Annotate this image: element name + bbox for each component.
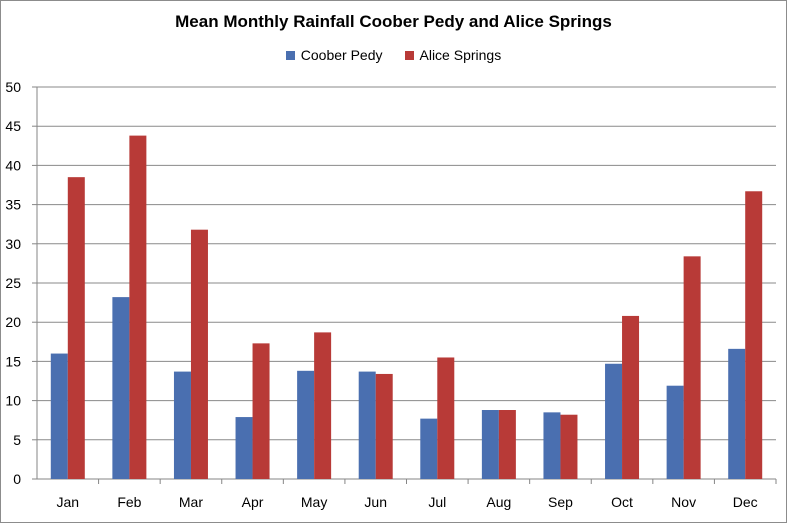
bar-coober-pedy-oct [605, 363, 623, 479]
bar-alice-springs-may [314, 332, 332, 479]
bar-coober-pedy-jan [50, 353, 68, 479]
bar-alice-springs-aug [498, 410, 516, 479]
x-tick-label-mar: Mar [179, 494, 203, 510]
y-tick-label-50: 50 [5, 79, 21, 95]
legend-swatch-alice-springs [404, 50, 414, 60]
y-tick-label-45: 45 [5, 118, 21, 134]
legend-label-coober-pedy: Coober Pedy [300, 47, 383, 63]
bar-coober-pedy-mar [173, 371, 191, 479]
bar-coober-pedy-sep [543, 412, 561, 479]
x-tick-label-nov: Nov [671, 494, 696, 510]
y-tick-label-25: 25 [5, 275, 21, 291]
bar-alice-springs-nov [683, 256, 701, 479]
x-tick-label-jul: Jul [428, 494, 446, 510]
bar-alice-springs-sep [560, 414, 578, 479]
bar-coober-pedy-jun [358, 371, 376, 479]
x-tick-label-aug: Aug [486, 494, 511, 510]
x-tick-label-oct: Oct [611, 494, 633, 510]
x-tick-label-may: May [301, 494, 327, 510]
y-tick-label-15: 15 [5, 353, 21, 369]
bar-alice-springs-feb [129, 135, 147, 479]
x-tick-label-apr: Apr [242, 494, 264, 510]
bar-alice-springs-jan [67, 177, 85, 479]
x-tick-label-feb: Feb [117, 494, 141, 510]
bar-alice-springs-jun [375, 373, 393, 479]
x-tick-label-sep: Sep [548, 494, 573, 510]
y-tick-label-40: 40 [5, 157, 21, 173]
legend-swatch-coober-pedy [285, 50, 295, 60]
x-tick-label-dec: Dec [733, 494, 758, 510]
bar-alice-springs-jul [437, 357, 455, 479]
bar-coober-pedy-dec [728, 348, 746, 479]
y-tick-label-35: 35 [5, 197, 21, 213]
bar-coober-pedy-jul [420, 418, 438, 479]
legend-item-coober-pedy: Coober Pedy [285, 47, 383, 63]
bar-coober-pedy-apr [235, 417, 253, 479]
bar-coober-pedy-nov [666, 385, 684, 479]
legend-item-alice-springs: Alice Springs [404, 47, 502, 63]
y-tick-label-5: 5 [13, 432, 21, 448]
chart-legend: Coober Pedy Alice Springs [0, 47, 787, 63]
bar-alice-springs-oct [622, 315, 640, 479]
y-tick-label-0: 0 [13, 471, 21, 487]
bar-alice-springs-mar [190, 229, 208, 479]
y-tick-label-20: 20 [5, 314, 21, 330]
bar-alice-springs-dec [745, 191, 763, 479]
y-tick-label-10: 10 [5, 393, 21, 409]
bar-coober-pedy-feb [112, 297, 130, 479]
bar-coober-pedy-aug [481, 410, 499, 479]
bar-coober-pedy-may [297, 370, 315, 479]
chart-title: Mean Monthly Rainfall Coober Pedy and Al… [175, 12, 612, 31]
y-tick-label-30: 30 [5, 236, 21, 252]
legend-label-alice-springs: Alice Springs [419, 47, 502, 63]
x-tick-label-jun: Jun [364, 494, 387, 510]
bar-alice-springs-apr [252, 343, 270, 479]
x-tick-label-jan: Jan [57, 494, 80, 510]
